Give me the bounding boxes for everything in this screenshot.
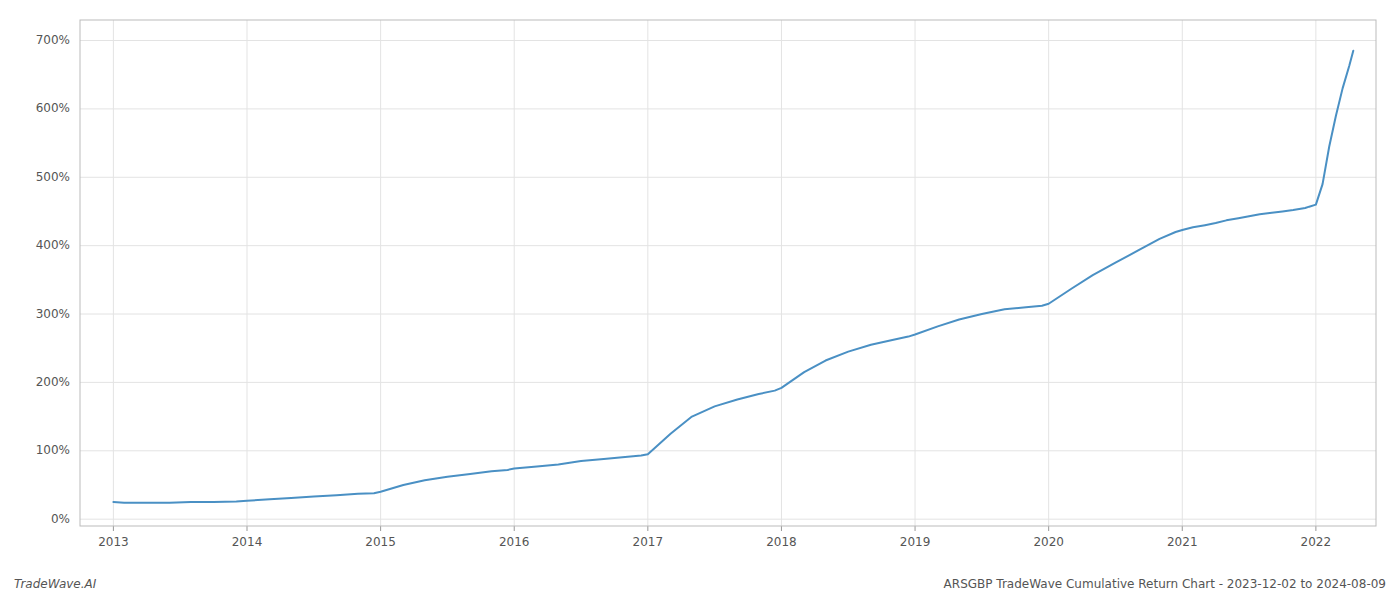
y-grid-line: [80, 245, 1376, 246]
y-tick-label: 300%: [36, 307, 70, 321]
x-tick-label: 2013: [98, 535, 129, 549]
x-tick-label: 2021: [1167, 535, 1198, 549]
y-tick-label: 500%: [36, 170, 70, 184]
x-grid-line: [1048, 20, 1049, 526]
watermark: TradeWave.AI: [14, 577, 97, 591]
x-tick-label: 2022: [1301, 535, 1332, 549]
x-tick-mark: [514, 526, 515, 531]
x-grid-line: [514, 20, 515, 526]
x-tick-label: 2016: [499, 535, 530, 549]
x-tick-label: 2017: [633, 535, 664, 549]
x-tick-mark: [380, 526, 381, 531]
y-tick-label: 600%: [36, 101, 70, 115]
series-group: [113, 51, 1353, 503]
y-tick-label: 100%: [36, 443, 70, 457]
x-grid-line: [247, 20, 248, 526]
plot-frame: [80, 20, 1376, 526]
line: [113, 51, 1353, 503]
x-tick-label: 2020: [1033, 535, 1064, 549]
y-grid-line: [80, 40, 1376, 41]
x-tick-mark: [1048, 526, 1049, 531]
y-tick-label: 200%: [36, 375, 70, 389]
y-grid-line: [80, 108, 1376, 109]
x-tick-mark: [647, 526, 648, 531]
title: ARSGBP TradeWave Cumulative Return Chart…: [944, 577, 1386, 591]
chart: 0% 100% 200% 300% 400% 500% 600% 700% 2013 2014 20…: [0, 0, 1400, 600]
x-grid-line: [1315, 20, 1316, 526]
x-tick-mark: [247, 526, 248, 531]
x-tick-label: 2014: [232, 535, 263, 549]
x-tick-mark: [915, 526, 916, 531]
x-grid-line: [915, 20, 916, 526]
x-grid-line: [1182, 20, 1183, 526]
x-tick-mark: [1315, 526, 1316, 531]
x-tick-label: 2018: [766, 535, 797, 549]
y-grid-line: [80, 382, 1376, 383]
x-tick-mark: [113, 526, 114, 531]
x-grid-line: [781, 20, 782, 526]
x-tick-label: 2019: [900, 535, 931, 549]
grid: [80, 20, 1376, 526]
y-tick-label: 400%: [36, 238, 70, 252]
x-grid-line: [113, 20, 114, 526]
x-tick-mark: [1182, 526, 1183, 531]
y-grid-line: [80, 450, 1376, 451]
axes: 0% 100% 200% 300% 400% 500% 600% 700% 2013 2014 20…: [36, 20, 1376, 549]
y-grid-line: [80, 519, 1376, 520]
y-tick-label: 0%: [51, 512, 70, 526]
y-grid-line: [80, 314, 1376, 315]
x-grid-line: [647, 20, 648, 526]
x-tick-mark: [781, 526, 782, 531]
y-tick-label: 700%: [36, 33, 70, 47]
x-grid-line: [380, 20, 381, 526]
y-grid-line: [80, 177, 1376, 178]
x-tick-label: 2015: [365, 535, 396, 549]
